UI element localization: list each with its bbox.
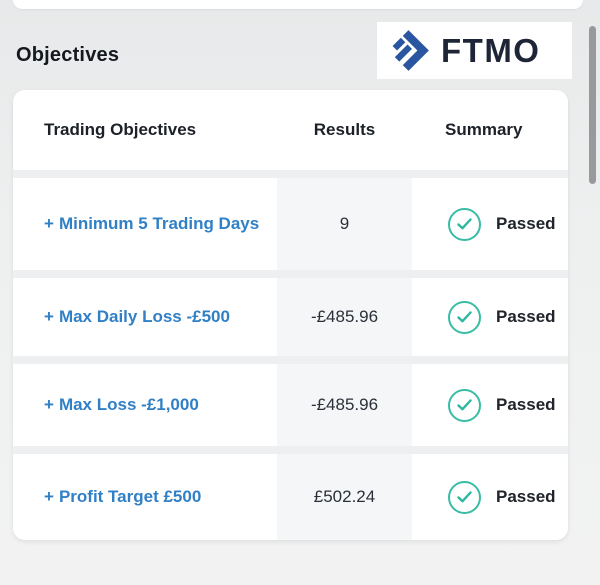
result-value: -£485.96 (310, 395, 379, 414)
ftmo-diamond-icon (392, 30, 429, 71)
ftmo-logo-text: FTMO (441, 32, 541, 69)
objective-link-minimum-trading-days[interactable]: + Minimum 5 Trading Days (44, 210, 259, 237)
result-value: 9 (339, 214, 350, 233)
column-header-results: Results (277, 90, 412, 170)
status-label: Passed (496, 395, 556, 414)
status-label: Passed (496, 487, 556, 506)
expand-plus-icon: + (44, 214, 54, 234)
check-circle-icon (448, 207, 481, 241)
table-row-summary-cell: Passed (412, 278, 568, 356)
expand-plus-icon: + (44, 487, 54, 507)
table-row-objective-cell: + Profit Target £500 (13, 454, 277, 540)
check-circle-icon (448, 300, 481, 334)
table-row-objective-cell: + Max Loss -£1,000 (13, 364, 277, 446)
expand-plus-icon: + (44, 307, 54, 327)
objective-label: Minimum 5 Trading Days (58, 214, 260, 234)
table-row-summary-cell: Passed (412, 454, 568, 540)
previous-card-bottom-edge (13, 0, 583, 9)
table-row-summary-cell: Passed (412, 178, 568, 270)
table-row-objective-cell: + Minimum 5 Trading Days (13, 178, 277, 270)
table-row-result-cell: £502.24 (277, 454, 412, 540)
table-row-result-cell: 9 (277, 178, 412, 270)
check-circle-icon (448, 480, 481, 514)
result-value: £502.24 (313, 487, 376, 506)
objective-label: Profit Target £500 (58, 487, 202, 507)
objective-link-max-loss[interactable]: + Max Loss -£1,000 (44, 391, 199, 418)
column-header-trading-objectives: Trading Objectives (13, 90, 277, 170)
table-row-result-cell: -£485.96 (277, 278, 412, 356)
objectives-card: Trading Objectives Results Summary + Mini… (13, 90, 568, 540)
table-row-summary-cell: Passed (412, 364, 568, 446)
scrollbar-thumb[interactable] (589, 26, 596, 184)
objective-link-max-daily-loss[interactable]: + Max Daily Loss -£500 (44, 303, 230, 330)
ftmo-logo: FTMO (377, 22, 572, 79)
page-title: Objectives (16, 44, 120, 66)
table-row-result-cell: -£485.96 (277, 364, 412, 446)
check-circle-icon (448, 388, 481, 422)
table-row-objective-cell: + Max Daily Loss -£500 (13, 278, 277, 356)
objective-label: Max Daily Loss -£500 (58, 307, 230, 327)
column-header-summary: Summary (412, 90, 568, 170)
objective-label: Max Loss -£1,000 (58, 395, 199, 415)
status-label: Passed (496, 214, 556, 233)
result-value: -£485.96 (310, 307, 379, 326)
status-label: Passed (496, 307, 556, 326)
objective-link-profit-target[interactable]: + Profit Target £500 (44, 483, 201, 510)
objectives-table: Trading Objectives Results Summary + Mini… (13, 90, 568, 540)
expand-plus-icon: + (44, 395, 54, 415)
